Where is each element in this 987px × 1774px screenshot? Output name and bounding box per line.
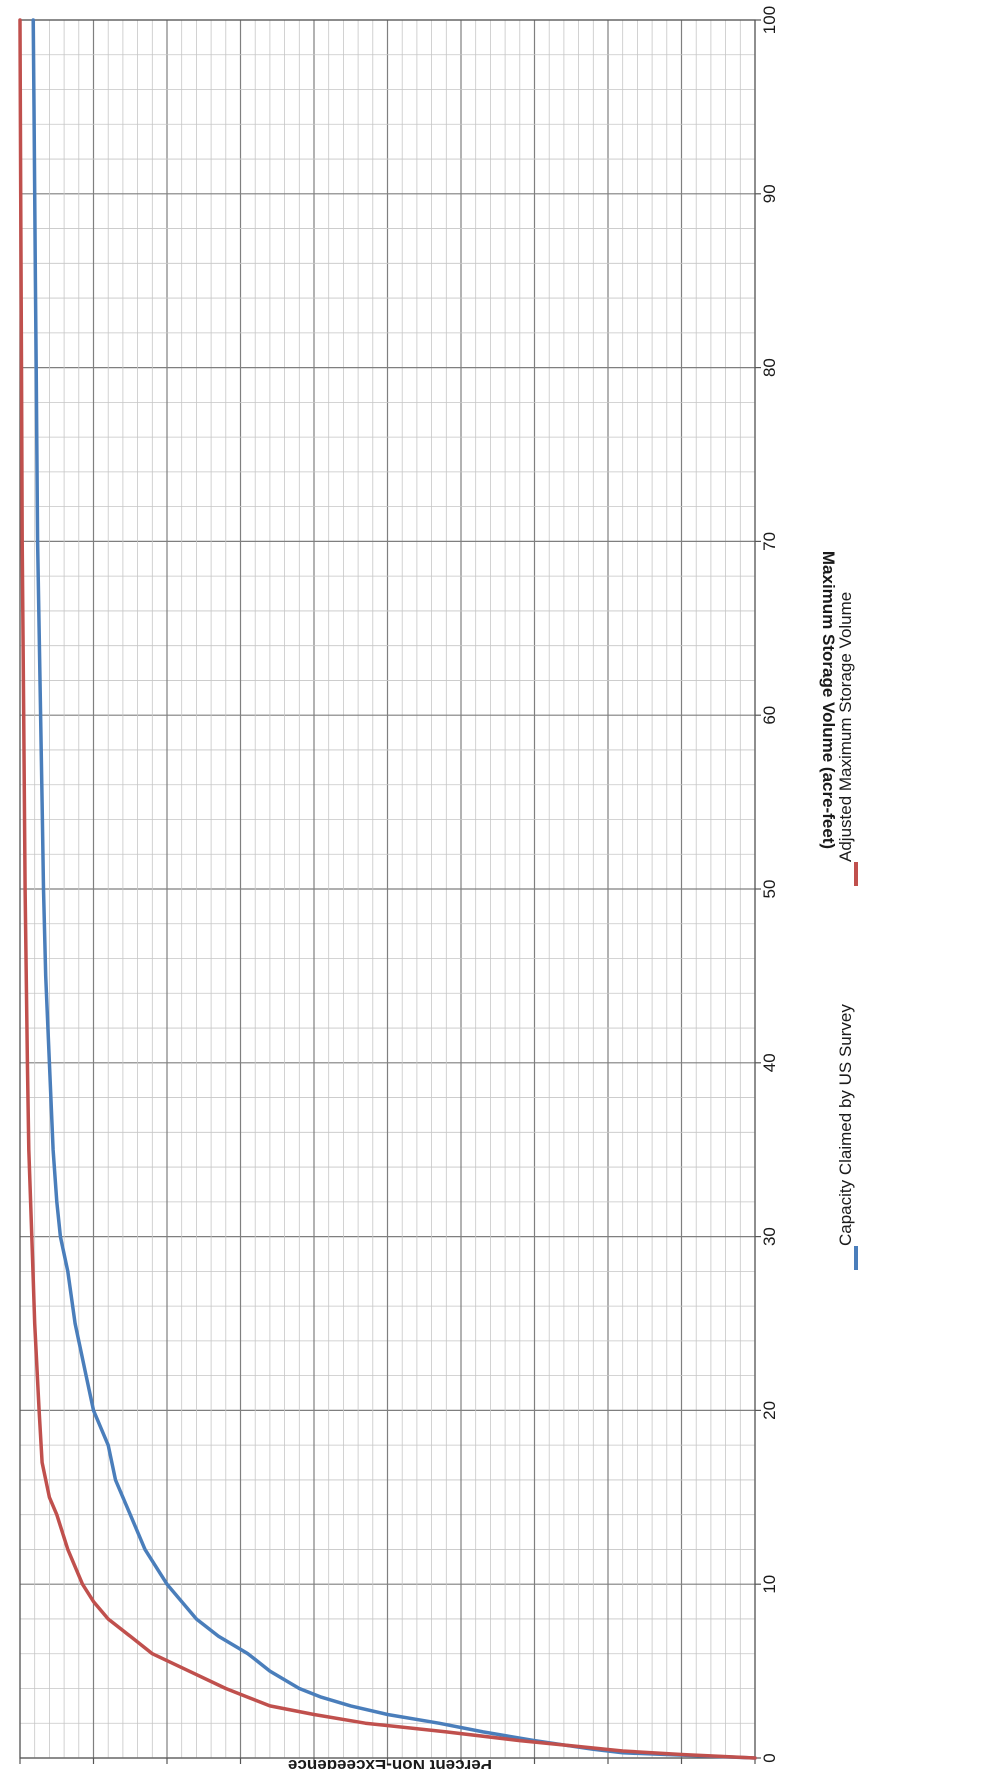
x-tick-label: 80 [760, 358, 779, 377]
legend: Capacity Claimed by US Survey Adjusted M… [836, 592, 858, 1270]
x-tick-label: 40 [760, 1053, 779, 1072]
legend-item-series-2: Adjusted Maximum Storage Volume [836, 592, 858, 886]
x-tick-labels: 0 10 20 30 40 50 60 70 80 90 100 [760, 6, 779, 1763]
series-layer [18, 18, 757, 1760]
grid [19, 19, 756, 1759]
x-tick-label: 60 [760, 706, 779, 725]
x-tick-label: 100 [760, 6, 779, 34]
x-axis-title: Maximum Storage Volume (acre-feet) [819, 551, 838, 849]
series-line-1 [31, 18, 757, 1760]
legend-item-series-1: Capacity Claimed by US Survey [836, 1004, 858, 1270]
legend-label-series-1: Capacity Claimed by US Survey [836, 1004, 855, 1246]
series-line-2 [18, 18, 757, 1760]
x-tick-label: 20 [760, 1401, 779, 1420]
x-tick-label: 90 [760, 184, 779, 203]
y-axis-title: Percent Non-Exceedence [288, 1756, 492, 1769]
plot-frame [19, 19, 761, 1764]
legend-label-series-2: Adjusted Maximum Storage Volume [836, 592, 855, 862]
x-tick-label: 50 [760, 880, 779, 899]
x-tick-label: 30 [760, 1227, 779, 1246]
x-tick-label: 0 [760, 1753, 779, 1762]
x-tick-label: 70 [760, 532, 779, 551]
x-tick-label: 10 [760, 1575, 779, 1594]
